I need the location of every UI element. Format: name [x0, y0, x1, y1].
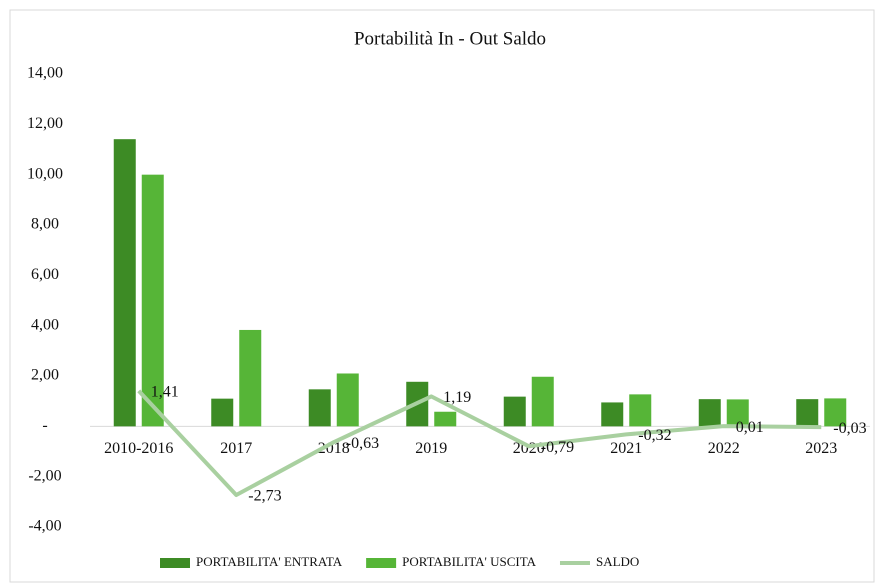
bar: [503, 396, 526, 427]
x-tick-label: 2022: [708, 440, 740, 457]
legend-text: SALDO: [596, 554, 639, 569]
bar: [211, 398, 234, 427]
data-label: -0,03: [833, 420, 866, 437]
y-tick-label: 6,00: [31, 266, 59, 283]
x-tick-label: 2021: [610, 440, 642, 457]
legend-swatch: [160, 558, 190, 568]
y-tick-label: 12,00: [27, 115, 63, 132]
line: [137, 389, 822, 498]
y-tick-label: -: [42, 417, 47, 434]
bar: [336, 373, 359, 427]
y-tick-label: -2,00: [28, 467, 61, 484]
data-label: -0,79: [541, 439, 574, 456]
bar: [434, 411, 457, 427]
data-label: -0,63: [346, 435, 379, 452]
data-label: 0,01: [736, 419, 764, 436]
bar: [796, 399, 819, 427]
y-tick-label: 14,00: [27, 65, 63, 82]
x-tick-label: 2010-2016: [104, 440, 173, 457]
x-tick-label: 2019: [415, 440, 447, 457]
y-tick-label: -4,00: [28, 518, 61, 535]
x-tick-label: 2023: [805, 440, 837, 457]
bar: [698, 399, 721, 427]
bar: [824, 398, 847, 427]
legend-swatch: [366, 558, 397, 568]
bar: [308, 389, 331, 427]
legend-text: PORTABILITA' ENTRATA: [196, 554, 343, 569]
y-tick-label: 10,00: [27, 165, 63, 182]
data-label: 1,41: [151, 384, 179, 401]
bar: [531, 376, 554, 427]
y-tick-label: 2,00: [31, 367, 59, 384]
data-label: -2,73: [248, 488, 281, 505]
bar: [629, 394, 652, 427]
bar: [726, 399, 749, 427]
chart-title: Portabilità In - Out Saldo: [354, 28, 546, 49]
x-tick-label: 2017: [220, 440, 252, 457]
chart-frame: [9, 9, 875, 583]
bar: [141, 174, 164, 427]
data-label: 1,19: [443, 389, 471, 406]
bar: [113, 139, 136, 427]
y-tick-label: 4,00: [31, 316, 59, 333]
legend-text: PORTABILITA' USCITA: [402, 554, 536, 569]
bar: [601, 402, 624, 427]
bar: [239, 329, 262, 427]
y-tick-label: 8,00: [31, 216, 59, 233]
data-label: -0,32: [638, 427, 671, 444]
